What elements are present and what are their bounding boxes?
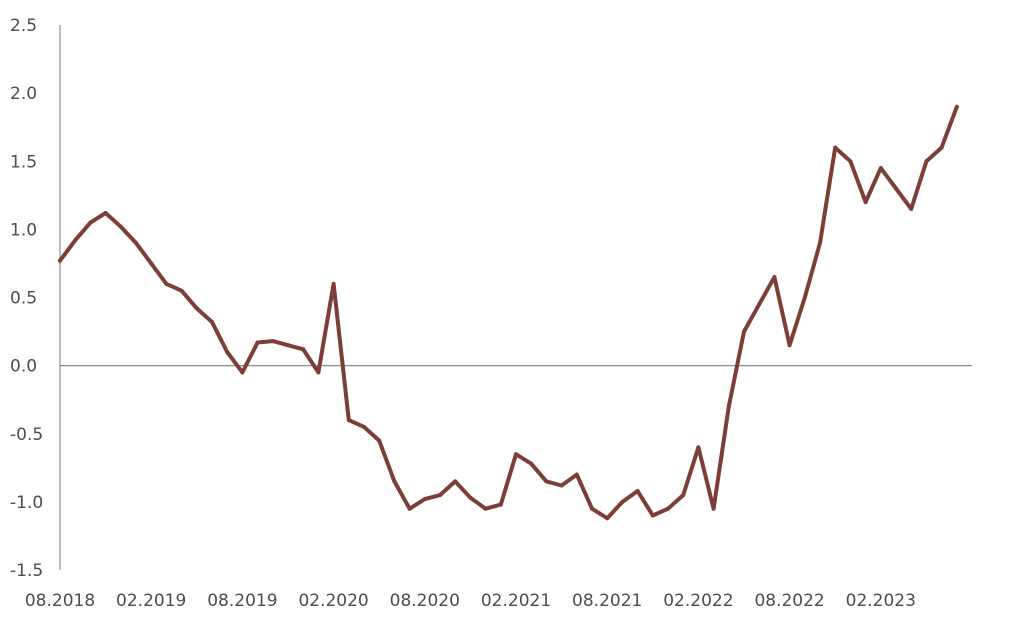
series-line: [58, 104, 959, 521]
data-point: [833, 145, 838, 150]
x-tick-label: 08.2022: [754, 591, 824, 611]
data-point: [878, 166, 883, 171]
data-point: [316, 370, 321, 375]
data-point: [377, 438, 382, 443]
x-tick-label: 02.2021: [481, 591, 551, 611]
data-point: [346, 418, 351, 423]
y-tick-label: 1.5: [10, 152, 37, 172]
y-tick-label: 0.5: [10, 289, 37, 309]
data-point: [58, 258, 62, 263]
y-tick-label: -1.0: [10, 493, 43, 513]
data-point: [620, 499, 625, 504]
data-point: [468, 495, 473, 500]
data-point: [210, 320, 214, 324]
data-point: [590, 506, 594, 511]
y-tick-label: -1.5: [10, 561, 43, 581]
data-point: [711, 506, 716, 511]
data-point: [574, 472, 579, 477]
data-point: [498, 502, 503, 507]
data-point: [255, 340, 260, 345]
data-point: [407, 506, 412, 511]
data-point: [544, 479, 549, 484]
data-point: [225, 350, 230, 354]
x-tick-label: 02.2020: [298, 591, 368, 611]
series-group: [58, 104, 959, 521]
data-point: [909, 206, 914, 211]
data-point: [924, 159, 929, 164]
x-axis: 08.2018 02.2019 08.2019 02.2020 08.2020 02.20…: [25, 365, 972, 611]
data-point: [954, 104, 959, 109]
data-point: [453, 479, 458, 484]
data-point: [848, 159, 853, 164]
data-point: [666, 506, 670, 511]
data-point: [179, 288, 184, 293]
data-point: [726, 404, 731, 409]
data-point: [635, 489, 640, 493]
y-tick-label: 0.0: [10, 357, 37, 377]
data-point: [331, 281, 336, 286]
y-tick-label: 1.0: [10, 220, 37, 240]
data-point: [514, 452, 518, 457]
x-tick-label: 08.2020: [390, 591, 460, 611]
data-point: [301, 347, 306, 352]
data-point: [605, 516, 610, 521]
data-point: [103, 211, 108, 215]
data-point: [164, 281, 169, 286]
data-point: [650, 513, 655, 518]
data-point: [818, 241, 822, 245]
data-point: [118, 224, 123, 229]
data-point: [270, 339, 275, 344]
data-point: [438, 493, 442, 498]
data-point: [559, 483, 564, 488]
data-point: [73, 238, 78, 243]
x-tick-label: 08.2019: [207, 591, 277, 611]
data-point: [240, 370, 245, 375]
data-point: [863, 200, 868, 205]
data-point: [134, 241, 138, 245]
x-tick-label: 08.2018: [25, 591, 95, 611]
data-point: [757, 302, 762, 307]
data-point: [483, 506, 488, 511]
data-point: [194, 306, 199, 311]
data-point: [894, 186, 898, 191]
data-point: [787, 343, 792, 348]
x-tick-label: 02.2022: [663, 591, 733, 611]
x-tick-label: 02.2019: [116, 591, 186, 611]
data-point: [939, 145, 944, 150]
data-point: [696, 445, 701, 450]
data-point: [422, 497, 427, 502]
data-point: [802, 295, 807, 300]
x-tick-label: 08.2021: [572, 591, 642, 611]
y-tick-label: 2.5: [10, 16, 37, 36]
data-point: [88, 220, 93, 225]
data-point: [362, 424, 366, 429]
x-tick-label: 02.2023: [846, 591, 916, 611]
y-tick-label: 2.0: [10, 84, 37, 104]
y-axis: 2.5 2.0 1.5 1.0 0.5 0.0 -0.5 -1.0 -1.5: [10, 16, 61, 581]
data-point: [772, 275, 777, 280]
data-point: [742, 329, 746, 334]
data-point: [286, 343, 290, 348]
data-point: [681, 493, 686, 498]
data-point: [149, 261, 154, 266]
data-point: [529, 461, 534, 466]
y-tick-label: -0.5: [10, 425, 43, 445]
data-point: [392, 479, 397, 484]
